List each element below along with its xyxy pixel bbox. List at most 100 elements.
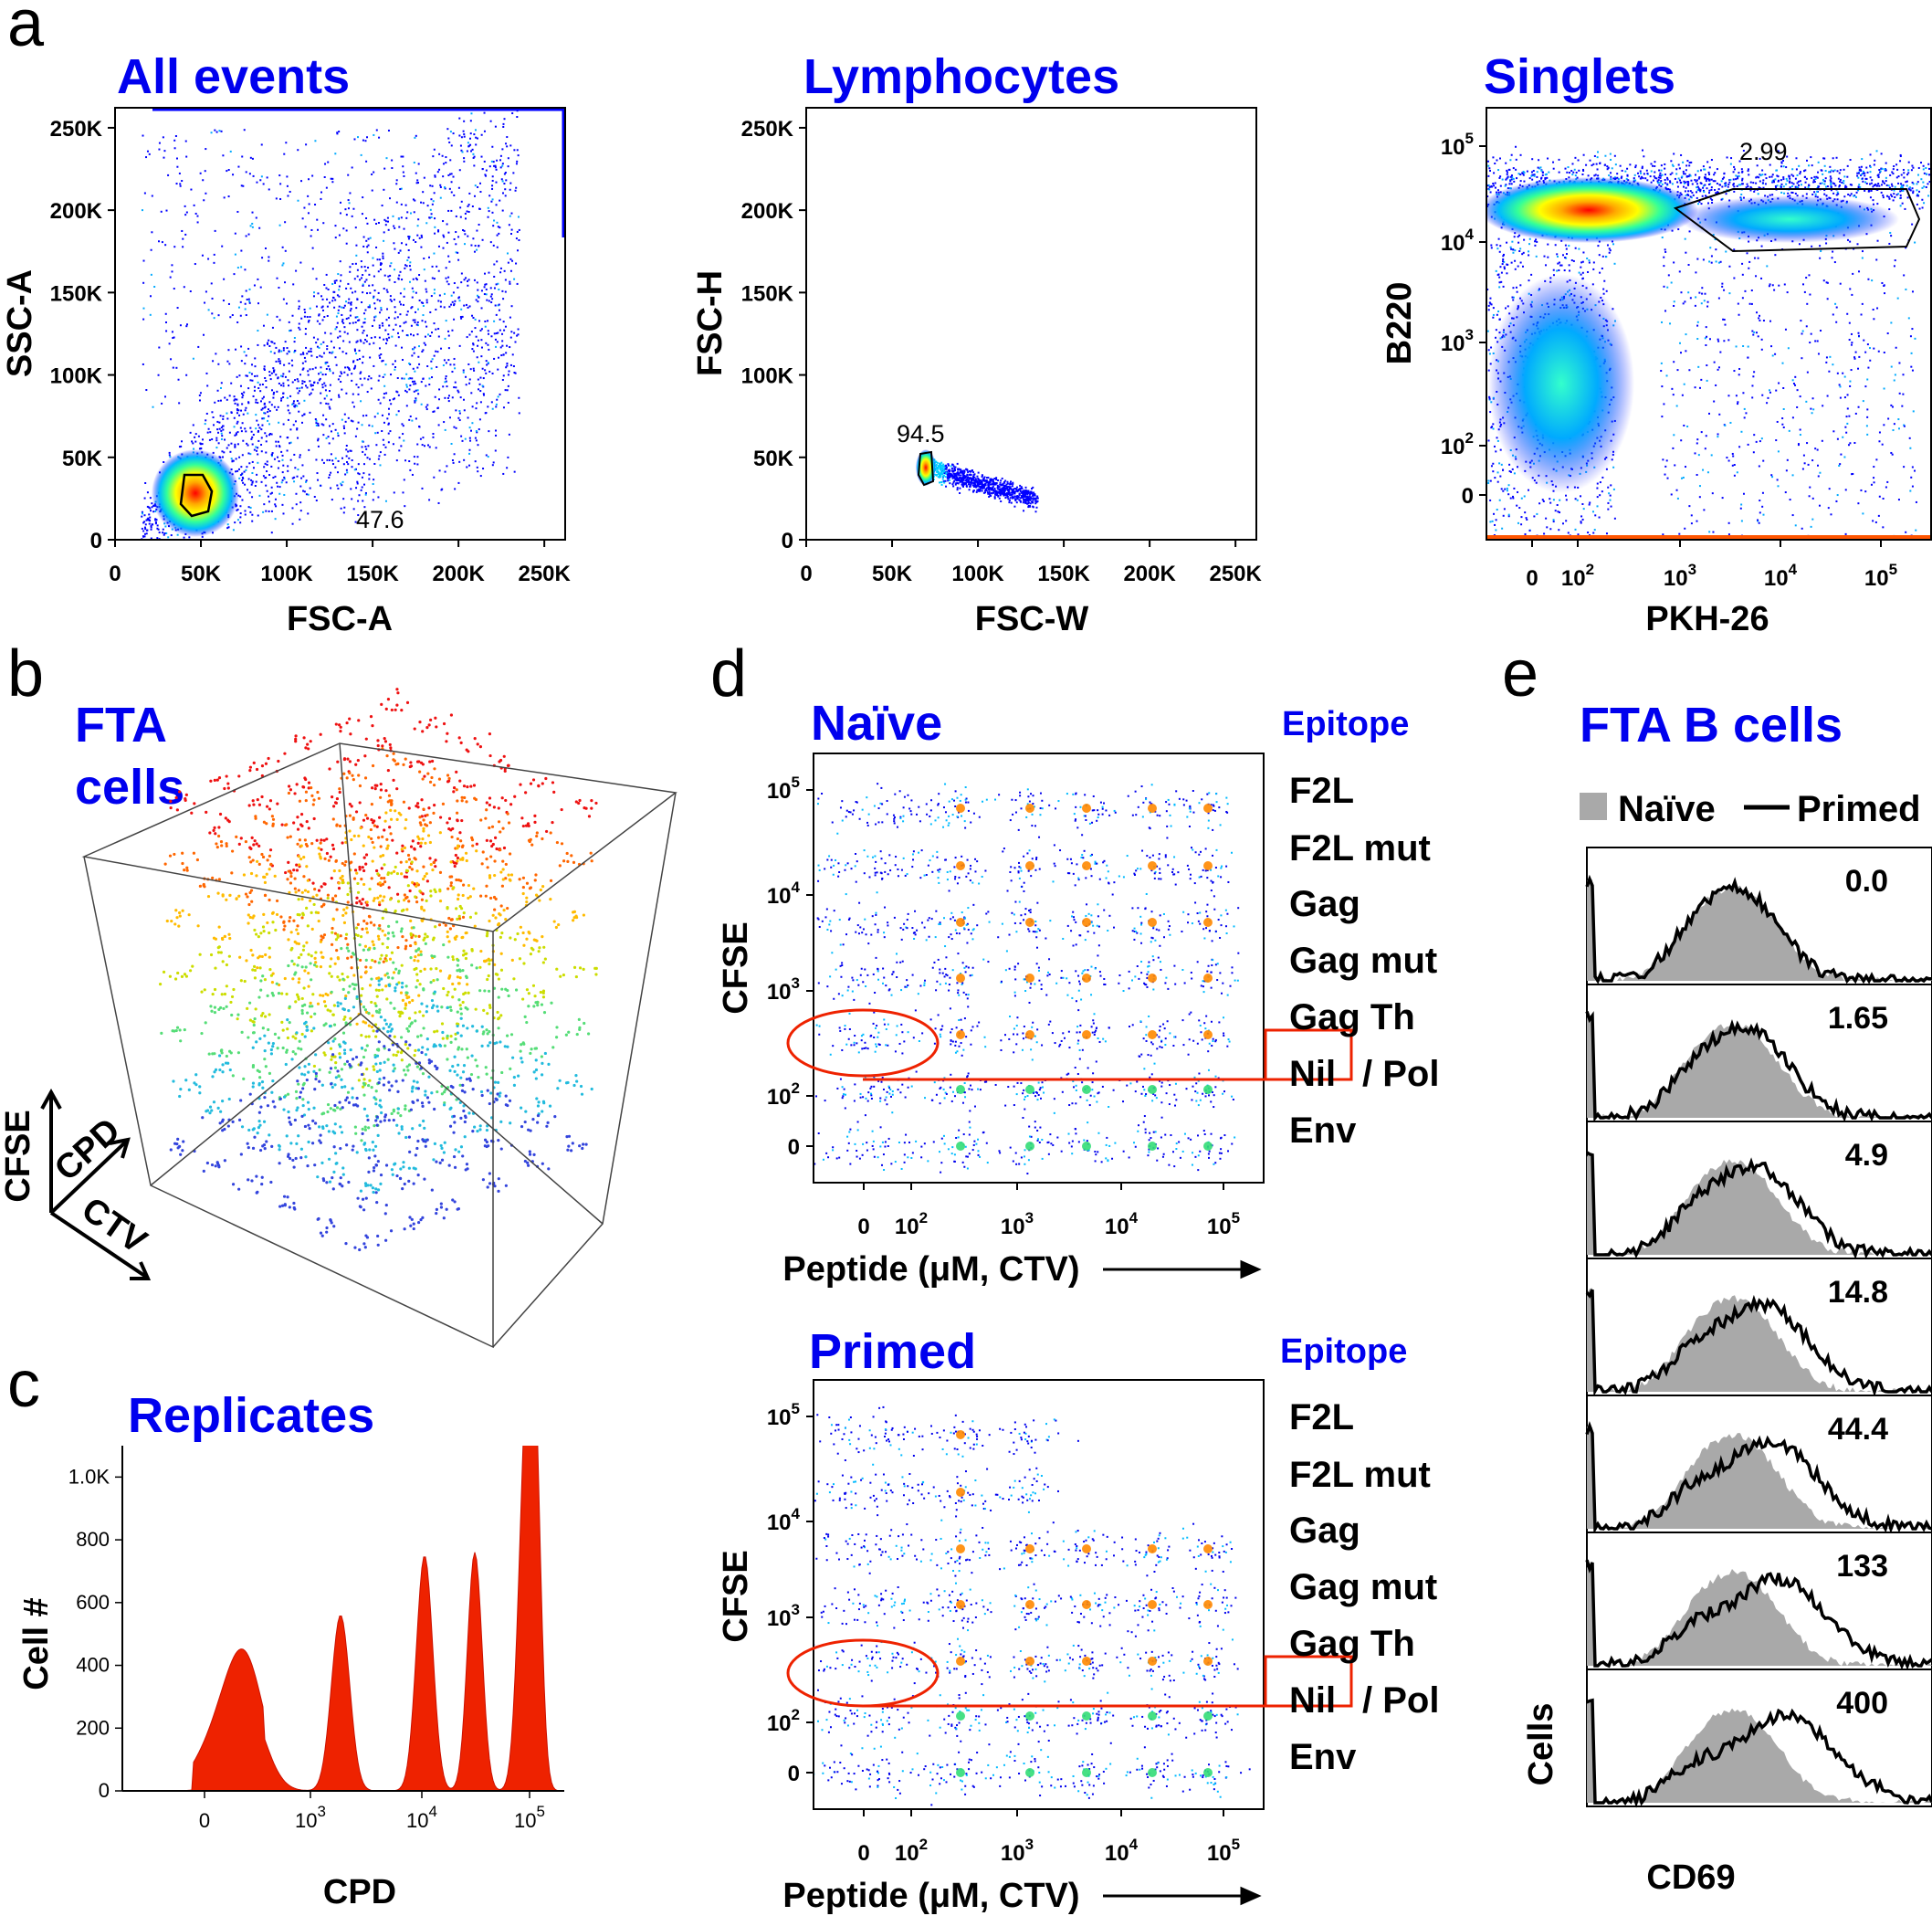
d-epitope-label: Gag [1289,884,1360,924]
e-primed-line [1585,1559,1932,1670]
d-epitope-label: / Pol [1362,1054,1439,1094]
b-axes-arrows [40,1088,152,1280]
c-xtick-label: 105 [514,1803,545,1832]
e-naive-area [1587,1426,1932,1529]
e-naive-area [1587,1700,1932,1803]
chart-e-ylabel: Cells [1522,1703,1560,1786]
a1-xtick-label: 50K [181,562,222,586]
a2-xtick-label: 50K [872,562,913,586]
chart-a3-ylabel: B220 [1381,282,1419,365]
c-xtick-label: 0 [199,1809,210,1832]
e-legend-naive-swatch [1580,793,1607,820]
e-row-2: 4.9 [1586,1121,1932,1259]
chart-a3-frame [1486,107,1932,541]
panel-label-a: a [7,0,45,60]
e-row-1: 1.65 [1585,984,1932,1122]
d-ytick-label: 0 [788,1762,800,1786]
e-concentration-label: 133 [1836,1549,1888,1584]
a1-ytick-label: 0 [90,529,102,553]
d-epitope-label: F2L mut [1289,1455,1431,1495]
e-concentration-label: 44.4 [1828,1412,1888,1447]
chart-c: Replicates 0 200 400 600 800 1.0K 0 103 104 105 C… [17,1388,564,1911]
e-concentration-label: 4.9 [1845,1138,1888,1173]
chart-a2-ticks: 0 50K 100K 150K 200K 250K 0 50K 100K 150K 200K 250K [741,117,1263,586]
d-xtick-label: 104 [1105,1209,1139,1239]
e-primed-line [1585,874,1932,984]
e-row-3: 14.8 [1585,1258,1932,1398]
d-ytick-label: 104 [767,879,801,909]
chart-b-title-line2: cells [75,760,184,815]
a2-xtick-label: 200K [1123,562,1176,586]
a3-ytick-label: 104 [1441,226,1475,256]
chart-d-primed-title: Primed [809,1324,976,1379]
a1-xtick-label: 100K [260,562,313,586]
a3-ytick-label: 102 [1441,429,1474,459]
d-ytick-label: 105 [767,774,800,804]
e-naive-area [1587,1153,1932,1255]
chart-d-naive-legend-title: Epitope [1282,705,1409,743]
a1-xtick-label: 200K [432,562,485,586]
a2-ytick-label: 200K [741,199,794,224]
d-epitope-label: Gag mut [1289,941,1437,981]
a1-ytick-label: 50K [62,447,103,471]
chart-e: FTA B cells Naïve Primed 0.0 1.65 4.9 14.8 4… [1522,698,1932,1897]
panel-label-c: c [7,1348,40,1421]
e-row-4: 44.4 [1585,1395,1932,1535]
chart-a2-title: Lymphocytes [803,49,1119,104]
chart-a1-frame [114,107,566,541]
a2-ytick-label: 250K [741,117,794,142]
d-xtick-label: 102 [895,1209,928,1239]
e-primed-line [1586,1151,1932,1259]
chart-e-xlabel: CD69 [1646,1858,1735,1897]
a2-ytick-label: 150K [741,281,794,306]
panel-label-e: e [1502,637,1538,711]
chart-a3-ticks: 0 102 103 104 105 105 104 103 102 0 [1441,130,1897,591]
chart-a3-title: Singlets [1484,49,1675,104]
a2-ytick-label: 50K [753,447,794,471]
a3-ytick-label: 105 [1441,130,1474,160]
chart-d-naive-ylabel: CFSE [717,921,755,1014]
chart-e-title: FTA B cells [1580,698,1843,753]
chart-d-primed-ylabel: CFSE [717,1550,755,1642]
chart-c-title: Replicates [128,1388,374,1443]
d-naive-nil-box [1264,1028,1353,1081]
a1-scatter-cloud [141,108,520,540]
d-naive-x-arrow [1103,1259,1262,1279]
chart-d-naive-title: Naïve [811,696,942,751]
a3-xtick-label: 104 [1764,561,1798,591]
e-legend-naive-label: Naïve [1618,789,1716,829]
a1-ytick-label: 150K [50,281,103,306]
d-xtick-label: 105 [1207,1836,1240,1866]
chart-a3: Singlets 2.99 0 102 103 104 1051051041031020… [1381,49,1932,638]
c-ytick-label: 200 [76,1716,110,1739]
d-primed-nil-box [1264,1655,1353,1708]
e-row-6: 400 [1586,1669,1932,1808]
a3-ytick-label: 103 [1441,326,1474,356]
d-ytick-label: 103 [767,1601,800,1631]
e-concentration-label: 1.65 [1828,1001,1888,1036]
d-naive-nil-ellipse [786,1008,940,1078]
e-primed-line [1585,1420,1932,1535]
d-ytick-label: 105 [767,1400,800,1430]
d-primed-clusters [814,1405,1251,1806]
a1-ytick-label: 200K [50,199,103,224]
d-xtick-label: 105 [1207,1209,1240,1239]
chart-d-primed-ticks: 0 102 103 104 105 105 104 103 102 0 [767,1400,1240,1866]
d-ytick-label: 102 [767,1079,800,1110]
a2-gate [917,450,935,487]
d-ytick-label: 102 [767,1706,800,1736]
a2-xtick-label: 0 [800,562,812,586]
e-naive-area [1587,1015,1932,1118]
chart-d-primed-frame [813,1379,1265,1810]
d-xtick-label: 104 [1105,1836,1139,1866]
a3-ytick-label: 0 [1462,484,1474,509]
c-peaks [247,1458,534,1791]
d-epitope-label: Gag Th [1289,997,1415,1037]
b-axis-cfse: CFSE [0,1110,37,1202]
chart-b: FTA cells CFSE CPD CTV [0,688,677,1349]
a3-gate [1673,188,1921,253]
d-ytick-label: 103 [767,974,800,1005]
e-primed-line [1586,1698,1932,1808]
